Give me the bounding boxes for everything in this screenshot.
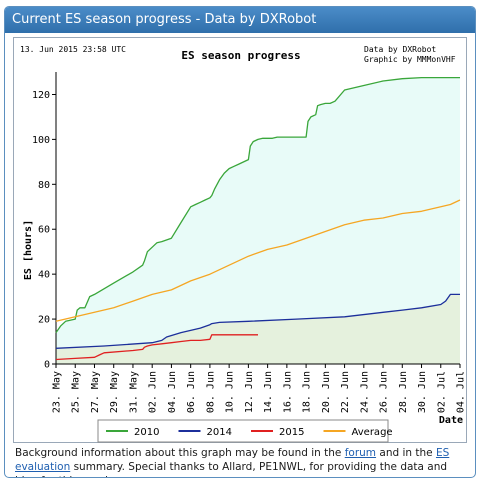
x-tick-label: 10. Jun [225,371,236,413]
footer-note: Background information about this graph … [15,446,471,477]
footer-text-3: summary. Special thanks to Allard, PE1NW… [15,461,448,477]
x-tick-label: 02. Jul [436,371,447,413]
series-line-2015 [55,334,258,361]
x-tick-label: 29. May [109,371,120,413]
chart-timestamp: 13. Jun 2015 23:58 UTC [20,45,126,54]
y-tick-label: 20 [38,315,50,326]
x-tick-label: 30. Jun [417,371,428,413]
legend-box [97,419,389,443]
series-line-2014 [55,293,460,349]
chart-panel: Current ES season progress - Data by DXR… [4,6,476,478]
area-2010 [56,77,460,364]
es-evaluation-link[interactable]: ES evaluation [15,447,450,473]
legend-label-2014: 2014 [207,427,232,438]
x-tick-label: 08. Jun [205,371,216,413]
x-tick-label: 02. Jun [148,371,159,413]
x-tick-label: 26. Jun [379,371,390,413]
forum-link[interactable]: forum [344,447,377,459]
x-tick-label: 20. Jun [321,371,332,413]
x-tick-label: 28. Jun [398,371,409,413]
x-tick-label: 22. Jun [340,371,351,413]
chart-credit-line1: Data by DXRobot [364,45,436,54]
x-tick-label: 31. May [128,371,139,413]
series-line-2010 [55,76,460,333]
x-tick-label: 23. May [52,371,63,413]
x-tick-label: 14. Jun [263,371,274,413]
legend-label-2010: 2010 [134,427,159,438]
y-tick-label: 80 [38,180,50,191]
legend-label-2015: 2015 [279,427,304,438]
es-season-chart: 13. Jun 2015 23:58 UTC ES season progres… [20,45,467,443]
y-tick-label: 60 [38,225,50,236]
x-tick-label: 12. Jun [244,371,255,413]
x-tick-label: 06. Jun [186,371,197,413]
y-axis-label: ES [hours] [23,220,34,280]
chart-frame: 13. Jun 2015 23:58 UTC ES season progres… [13,37,467,443]
footer-text-2: and in the [376,447,436,459]
y-tick-label: 40 [38,270,50,281]
x-tick-label: 25. May [71,371,82,413]
panel-title: Current ES season progress - Data by DXR… [5,7,475,33]
x-tick-label: 04. Jun [167,371,178,413]
x-axis-label: Date [439,415,463,426]
x-tick-label: 04. Jul [456,371,467,413]
y-tick-label: 100 [32,135,50,146]
chart-credit-line2: Graphic by MMMonVHF [364,55,456,64]
y-tick-label: 120 [32,90,50,101]
footer-text-1: Background information about this graph … [15,447,345,459]
y-tick-label: 0 [44,360,50,371]
series-line-average [55,199,461,322]
x-tick-label: 27. May [90,371,101,413]
area-2014 [56,294,460,364]
chart-title: ES season progress [181,49,300,62]
legend-label-average: Average [352,427,393,438]
chart-legend: 2010 2014 2015 Average [97,419,393,443]
x-tick-label: 18. Jun [302,371,313,413]
x-tick-label: 24. Jun [359,371,370,413]
x-tick-label: 16. Jun [282,371,293,413]
